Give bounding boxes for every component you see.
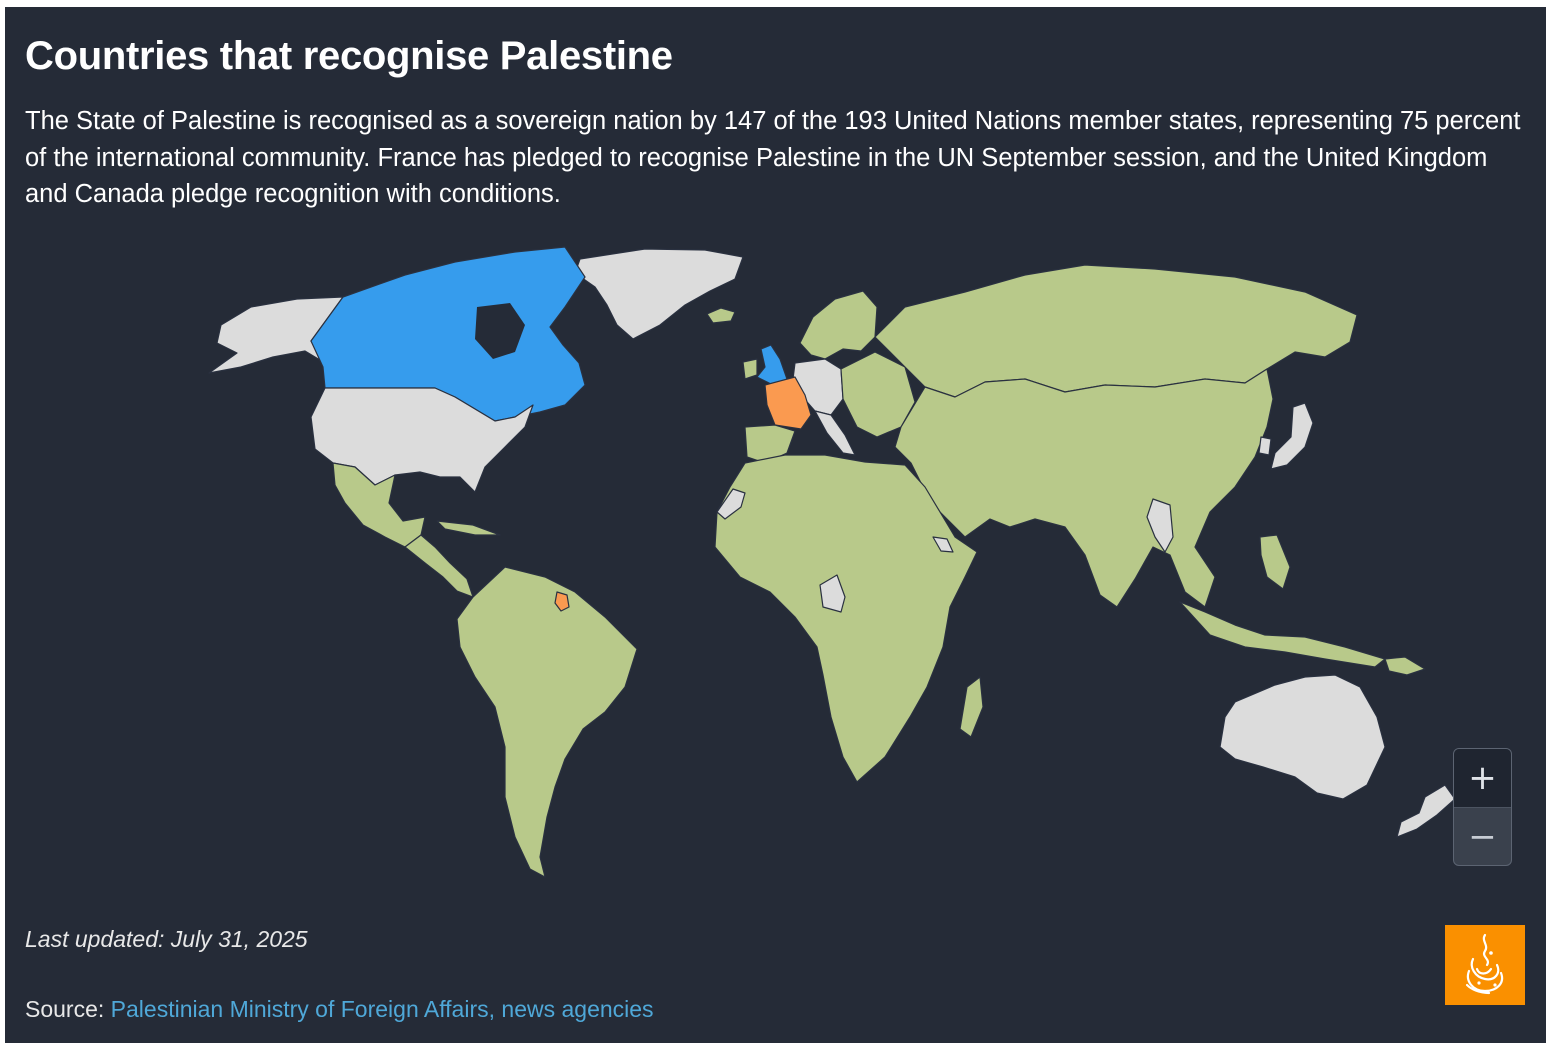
last-updated: Last updated: July 31, 2025 <box>25 926 308 952</box>
zoom-out-button[interactable]: − <box>1454 807 1511 865</box>
french-guiana[interactable] <box>554 591 570 612</box>
south-korea[interactable] <box>1258 436 1272 456</box>
asia[interactable] <box>894 368 1274 608</box>
madagascar[interactable] <box>959 676 984 738</box>
western-sahara[interactable] <box>716 488 746 520</box>
ireland[interactable] <box>742 358 758 380</box>
africa[interactable] <box>714 454 978 783</box>
myanmar[interactable] <box>1146 498 1174 553</box>
mexico[interactable] <box>332 462 426 548</box>
map-card: Countries that recognise Palestine The S… <box>5 7 1546 1043</box>
cuba[interactable] <box>436 520 501 536</box>
logo-calligraphy <box>1465 933 1504 995</box>
papua-new-guinea[interactable] <box>1384 656 1426 676</box>
greenland[interactable] <box>574 248 744 340</box>
russia[interactable] <box>874 264 1358 398</box>
page-title: Countries that recognise Palestine <box>25 34 673 78</box>
source-label: Source: <box>25 996 105 1022</box>
central-america[interactable] <box>404 534 474 598</box>
alaska[interactable] <box>208 296 344 374</box>
hudson-bay <box>475 303 525 359</box>
description: The State of Palestine is recognised as … <box>25 107 1521 208</box>
france[interactable] <box>764 376 812 430</box>
world-map[interactable] <box>5 237 1546 897</box>
new-zealand[interactable] <box>1396 784 1456 838</box>
scandinavia[interactable] <box>799 290 878 360</box>
source-line: Source: Palestinian Ministry of Foreign … <box>25 994 654 1024</box>
cameroon[interactable] <box>819 574 846 613</box>
south-america[interactable] <box>456 566 638 878</box>
japan[interactable] <box>1270 402 1314 470</box>
indonesia[interactable] <box>1179 601 1386 668</box>
zoom-control: + − <box>1453 748 1512 866</box>
australia[interactable] <box>1219 674 1386 800</box>
eritrea[interactable] <box>932 536 954 553</box>
philippines[interactable] <box>1259 534 1291 590</box>
source-link[interactable]: Palestinian Ministry of Foreign Affairs,… <box>110 996 654 1022</box>
al-jazeera-logo-icon[interactable] <box>1445 925 1525 1005</box>
italy[interactable] <box>814 410 856 456</box>
iceland[interactable] <box>706 307 736 324</box>
iberia[interactable] <box>744 424 796 464</box>
united-kingdom[interactable] <box>756 344 788 386</box>
zoom-in-button[interactable]: + <box>1454 749 1511 807</box>
world-map-svg[interactable] <box>5 237 1546 897</box>
